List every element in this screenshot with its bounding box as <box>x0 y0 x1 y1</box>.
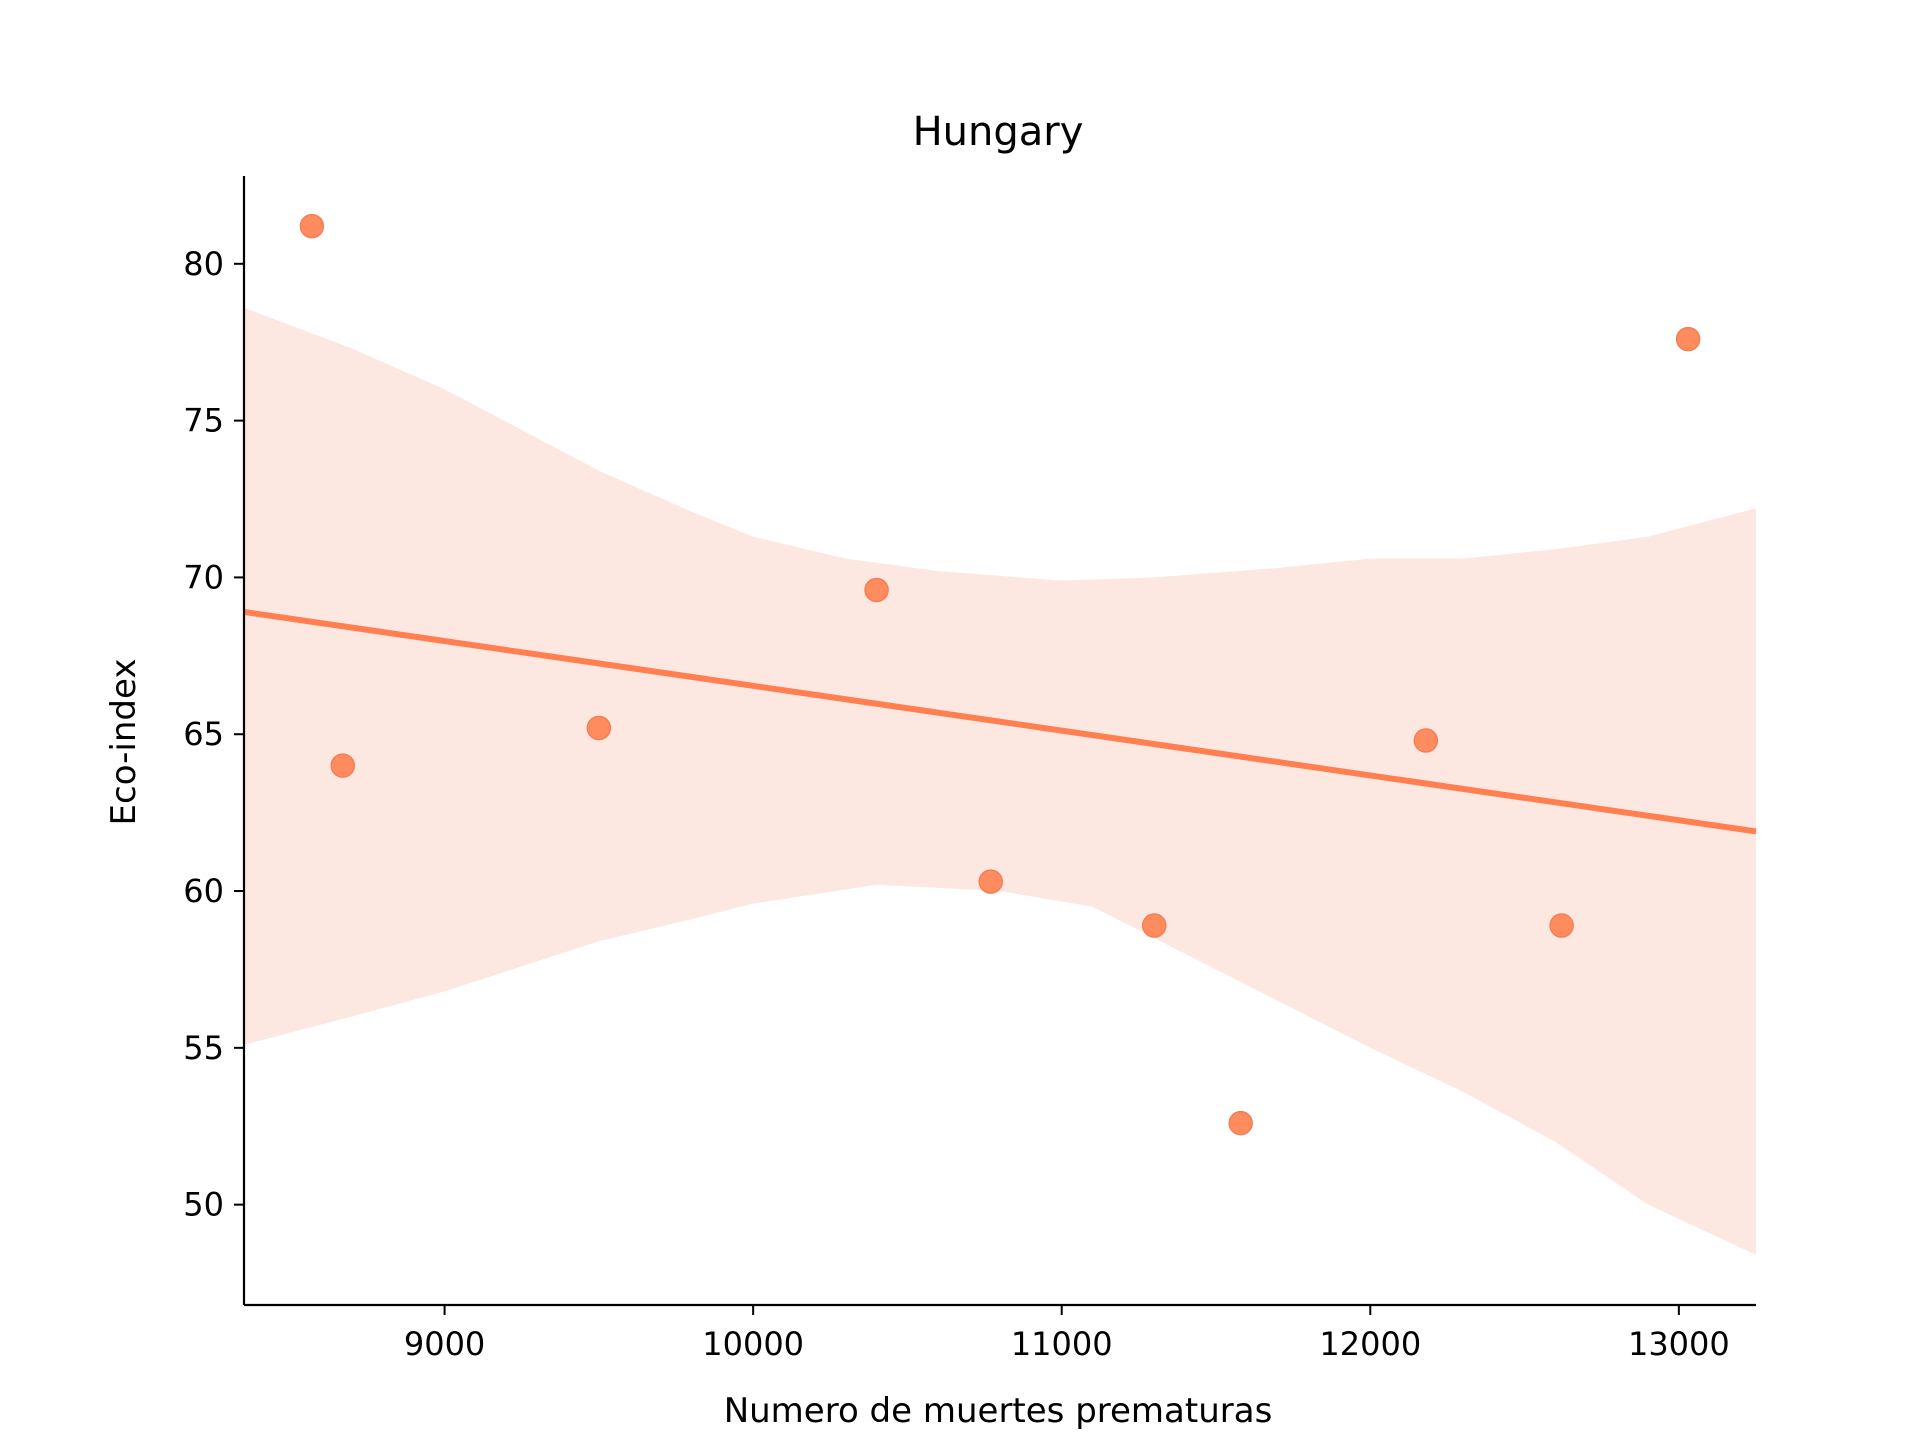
x-tick-label: 11000 <box>1011 1325 1113 1363</box>
y-tick-label: 75 <box>183 402 224 440</box>
x-tick-label: 13000 <box>1628 1325 1730 1363</box>
data-point <box>1142 913 1167 938</box>
data-point <box>586 715 612 741</box>
x-tick-label: 9000 <box>404 1325 485 1363</box>
data-point <box>1228 1110 1253 1136</box>
data-point <box>1413 728 1439 753</box>
data-point <box>1675 326 1701 352</box>
regression-line <box>243 608 1757 835</box>
data-point <box>864 577 889 603</box>
data-point <box>330 753 355 778</box>
chart-title: Hungary <box>913 109 1084 155</box>
y-tick-label: 65 <box>183 715 224 753</box>
x-tick-label: 10000 <box>702 1325 804 1363</box>
data-point <box>978 869 1003 894</box>
y-tick-label: 60 <box>183 872 224 910</box>
y-tick-label: 70 <box>183 558 224 596</box>
y-tick-label: 50 <box>183 1186 224 1224</box>
data-point <box>1549 913 1574 938</box>
y-tick-label: 55 <box>183 1029 224 1067</box>
y-tick-label: 80 <box>183 245 224 283</box>
data-point <box>299 213 325 239</box>
x-tick-label: 12000 <box>1319 1325 1421 1363</box>
confidence-band <box>244 307 1756 1255</box>
y-axis-title: Eco-index <box>104 659 144 826</box>
x-axis-title: Numero de muertes prematuras <box>724 1391 1273 1431</box>
